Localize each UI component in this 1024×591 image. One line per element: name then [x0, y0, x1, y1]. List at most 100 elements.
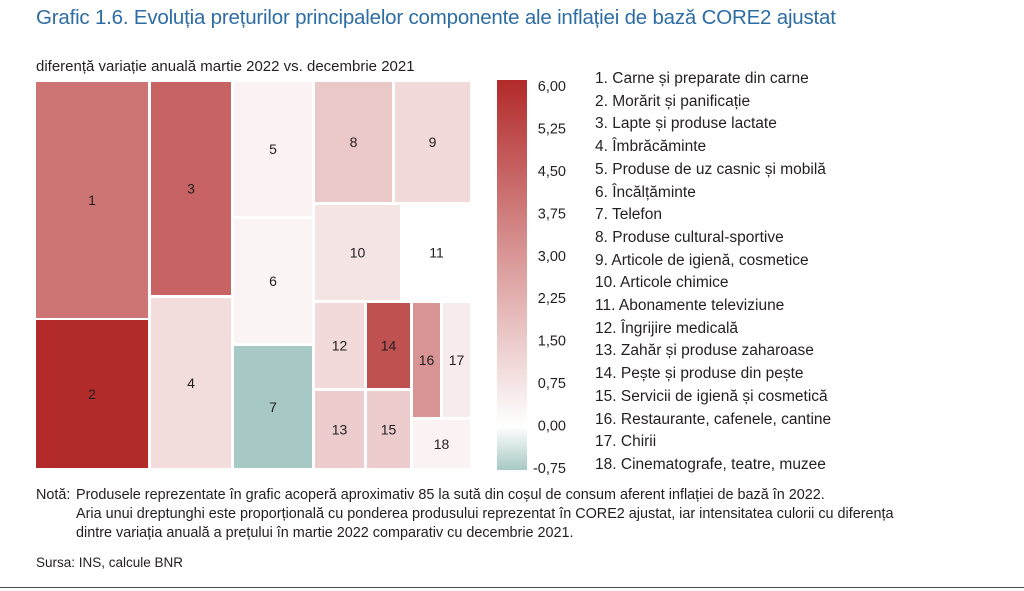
legend-item-separator: . [612, 455, 621, 473]
legend-item-number: 15 [595, 387, 613, 405]
treemap-tile-10: 10 [315, 205, 400, 300]
legend-item-separator: . [603, 115, 613, 133]
treemap-label: 15 [381, 422, 397, 438]
treemap-tile-15: 15 [367, 391, 410, 468]
treemap-rect [413, 420, 470, 468]
treemap-label: 7 [269, 399, 277, 415]
legend-item-label: Carne și preparate din carne [612, 70, 809, 87]
legend-item-label: Chirii [620, 433, 657, 451]
note-line-3: dintre variația anuală a prețului în mar… [76, 525, 574, 541]
legend-item-13: 13. Zahăr și produse zaharoase [595, 340, 831, 363]
treemap-tile-2: 2 [36, 320, 148, 468]
legend-item-10: 10. Articole chimice [595, 272, 831, 295]
legend-item-3: 3. Lapte și produse lactate [595, 113, 831, 136]
treemap-tile-17: 17 [443, 303, 470, 417]
color-scale-tick: 0,75 [538, 376, 566, 392]
legend-item-number: 9 [595, 251, 604, 269]
legend-item-6: 6. Încălțăminte [595, 182, 831, 205]
color-scale-tick: 3,75 [538, 206, 566, 222]
legend-item-number: 1 [595, 70, 604, 87]
note: Notă: Produsele reprezentate în grafic a… [36, 486, 1006, 543]
treemap-tile-1: 1 [36, 82, 148, 318]
color-scale-tick: 5,25 [538, 121, 566, 137]
treemap-label: 3 [187, 181, 195, 197]
legend-item-label: Produse de uz casnic și mobilă [612, 160, 826, 178]
legend-item-number: 12 [595, 319, 613, 337]
legend-item-11: 11. Abonamente televiziune [595, 295, 831, 318]
treemap-rect [315, 82, 392, 202]
legend-item-15: 15. Servicii de igienă și cosmetică [595, 386, 831, 409]
legend-item-1: 1. Carne și preparate din carne [595, 68, 831, 91]
legend-item-separator: . [603, 228, 613, 246]
legend-item-separator: . [612, 433, 621, 451]
note-label: Notă: [36, 487, 71, 503]
legend-item-9: 9. Articole de igienă, cosmetice [595, 250, 831, 273]
legend-item-number: 7 [595, 206, 604, 224]
legend-item-label: Cinematografe, teatre, muzee [620, 455, 826, 473]
legend-item-separator: . [612, 410, 621, 428]
treemap-label: 18 [434, 436, 450, 452]
legend-item-separator: . [603, 92, 613, 110]
legend-item-number: 11 [595, 297, 612, 315]
color-scale-tick: 6,00 [538, 79, 566, 95]
treemap-rect [234, 346, 312, 468]
legend-item-number: 3 [595, 115, 604, 133]
legend-item-separator: . [603, 206, 612, 224]
legend-item-number: 13 [595, 342, 613, 360]
treemap-tile-4: 4 [151, 298, 231, 468]
legend-item-label: Morărit și panificație [612, 92, 751, 110]
legend-item-4: 4. Îmbrăcăminte [595, 136, 831, 159]
legend-item-label: Produse cultural-sportive [612, 228, 784, 246]
treemap-tile-16: 16 [413, 303, 440, 417]
legend-item-label: Lapte și produse lactate [612, 115, 777, 133]
legend-item-label: Servicii de igienă și cosmetică [620, 387, 828, 405]
legend-item-label: Pește și produse din pește [620, 365, 804, 383]
treemap-label: 5 [269, 141, 277, 157]
legend-item-separator: . [611, 297, 619, 315]
treemap-label: 14 [381, 338, 397, 354]
legend-item-label: Zahăr și produse zaharoase [620, 342, 814, 360]
legend-item-label: Telefon [611, 206, 662, 224]
chart-title: Grafic 1.6. Evoluția prețurilor principa… [36, 6, 836, 29]
treemap-rect [315, 303, 364, 388]
treemap-tile-9: 9 [395, 82, 470, 202]
legend-item-number: 17 [595, 433, 613, 451]
treemap-label: 16 [419, 352, 435, 368]
bottom-divider [0, 587, 1024, 588]
treemap-label: 8 [350, 134, 358, 150]
treemap-rect [367, 391, 410, 468]
legend-item-number: 10 [595, 274, 613, 292]
legend-item-number: 6 [595, 183, 604, 201]
legend: 1. Carne și preparate din carne 2. Morări… [595, 68, 831, 477]
legend-item-number: 16 [595, 410, 613, 428]
treemap-tile-5: 5 [234, 82, 312, 216]
legend-item-2: 2. Morărit și panificație [595, 91, 831, 114]
treemap-label: 4 [187, 375, 195, 391]
legend-item-separator: . [612, 319, 621, 337]
treemap-rect [36, 82, 148, 318]
note-line-2: Aria unui dreptunghi este proporțională … [76, 506, 894, 522]
legend-item-12: 12. Îngrijire medicală [595, 318, 831, 341]
color-scale-tick: 1,50 [538, 334, 566, 350]
legend-item-8: 8. Produse cultural-sportive [595, 227, 831, 250]
treemap-tile-13: 13 [315, 391, 364, 468]
treemap-label: 12 [332, 338, 348, 354]
legend-item-5: 5. Produse de uz casnic și mobilă [595, 159, 831, 182]
source-text: Sursa: INS, calcule BNR [36, 555, 184, 570]
legend-item-7: 7. Telefon [595, 204, 831, 227]
legend-item-separator: . [612, 365, 621, 383]
legend-item-separator: . [612, 274, 621, 292]
color-scale-tick: -0,75 [533, 461, 566, 477]
treemap-rect [151, 298, 231, 468]
legend-item-17: 17. Chirii [595, 431, 831, 454]
legend-item-number: 4 [595, 138, 604, 156]
legend-item-label: Îngrijire medicală [620, 319, 739, 337]
legend-item-separator: . [612, 387, 621, 405]
treemap-label: 17 [449, 352, 465, 368]
legend-item-label: Restaurante, cafenele, cantine [620, 410, 832, 428]
legend-item-separator: . [603, 251, 612, 269]
treemap-tile-18: 18 [413, 420, 470, 468]
legend-item-number: 18 [595, 455, 613, 473]
legend-item-separator: . [603, 183, 613, 201]
